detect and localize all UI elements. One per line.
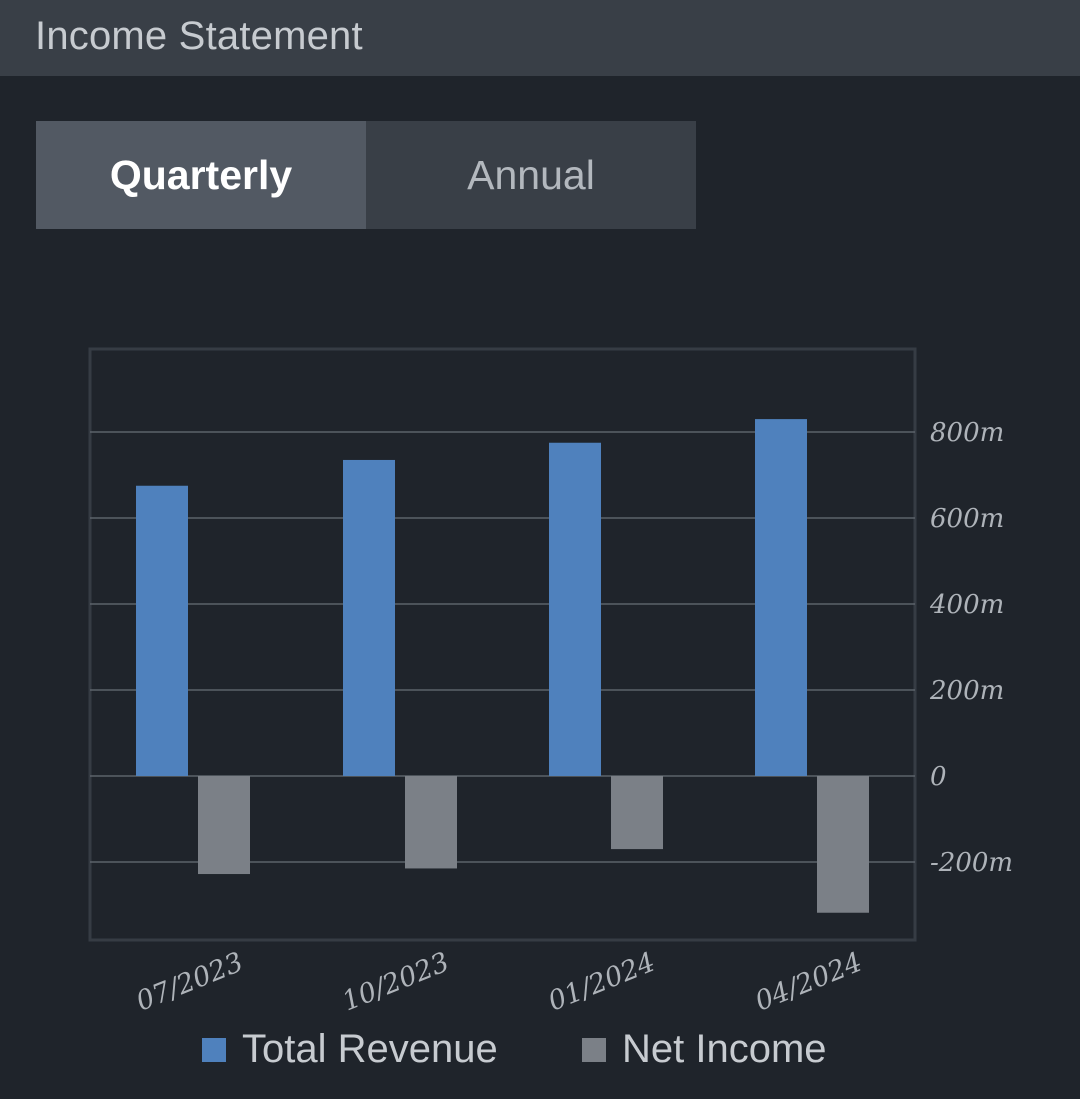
y-tick-label: 800m — [930, 418, 1004, 448]
quarterly-tab[interactable]: Quarterly — [36, 121, 366, 229]
legend-item-net-income: Net Income — [582, 1027, 827, 1072]
y-axis-ticks: -200m 0 200m 400m 600m 800m — [929, 418, 1013, 878]
x-tick-label: 04/2024 — [751, 947, 867, 1018]
bar-total-revenue[interactable] — [136, 485, 188, 776]
x-tick-label: 07/2023 — [132, 947, 248, 1018]
period-toggle[interactable]: Quarterly Annual — [36, 121, 696, 229]
bar-net-income[interactable] — [405, 776, 457, 869]
legend-item-total-revenue: Total Revenue — [202, 1027, 498, 1072]
y-tick-label: 200m — [929, 676, 1004, 706]
bar-total-revenue[interactable] — [755, 419, 807, 776]
bar-total-revenue[interactable] — [549, 442, 601, 776]
y-tick-label: 400m — [929, 590, 1004, 620]
legend-label-revenue: Total Revenue — [242, 1027, 498, 1071]
legend-label-net-income: Net Income — [622, 1027, 827, 1071]
y-tick-label: 600m — [930, 504, 1004, 534]
x-axis-ticks: 07/2023 10/2023 01/2024 04/2024 — [132, 947, 867, 1018]
bar-net-income[interactable] — [817, 776, 869, 913]
legend-swatch-revenue — [202, 1037, 226, 1062]
y-tick-label: 0 — [930, 762, 947, 792]
bars-group — [136, 419, 869, 913]
bar-net-income[interactable] — [611, 776, 663, 850]
bar-net-income[interactable] — [198, 776, 250, 875]
legend-swatch-net-income — [582, 1037, 606, 1062]
plot-frame — [88, 347, 917, 942]
y-tick-label: -200m — [930, 848, 1013, 878]
page-title: Income Statement — [35, 14, 363, 58]
bar-total-revenue[interactable] — [343, 459, 395, 776]
header-bar: Income Statement — [0, 0, 1080, 76]
x-tick-label: 10/2023 — [338, 947, 454, 1018]
annual-tab[interactable]: Annual — [366, 121, 696, 229]
income-chart: -200m 0 200m 400m 600m 800m 07/2023 10/2023 01/… — [88, 347, 1013, 1018]
chart-legend: Total Revenue Net Income — [0, 1027, 1080, 1079]
x-tick-label: 01/2024 — [544, 947, 660, 1018]
